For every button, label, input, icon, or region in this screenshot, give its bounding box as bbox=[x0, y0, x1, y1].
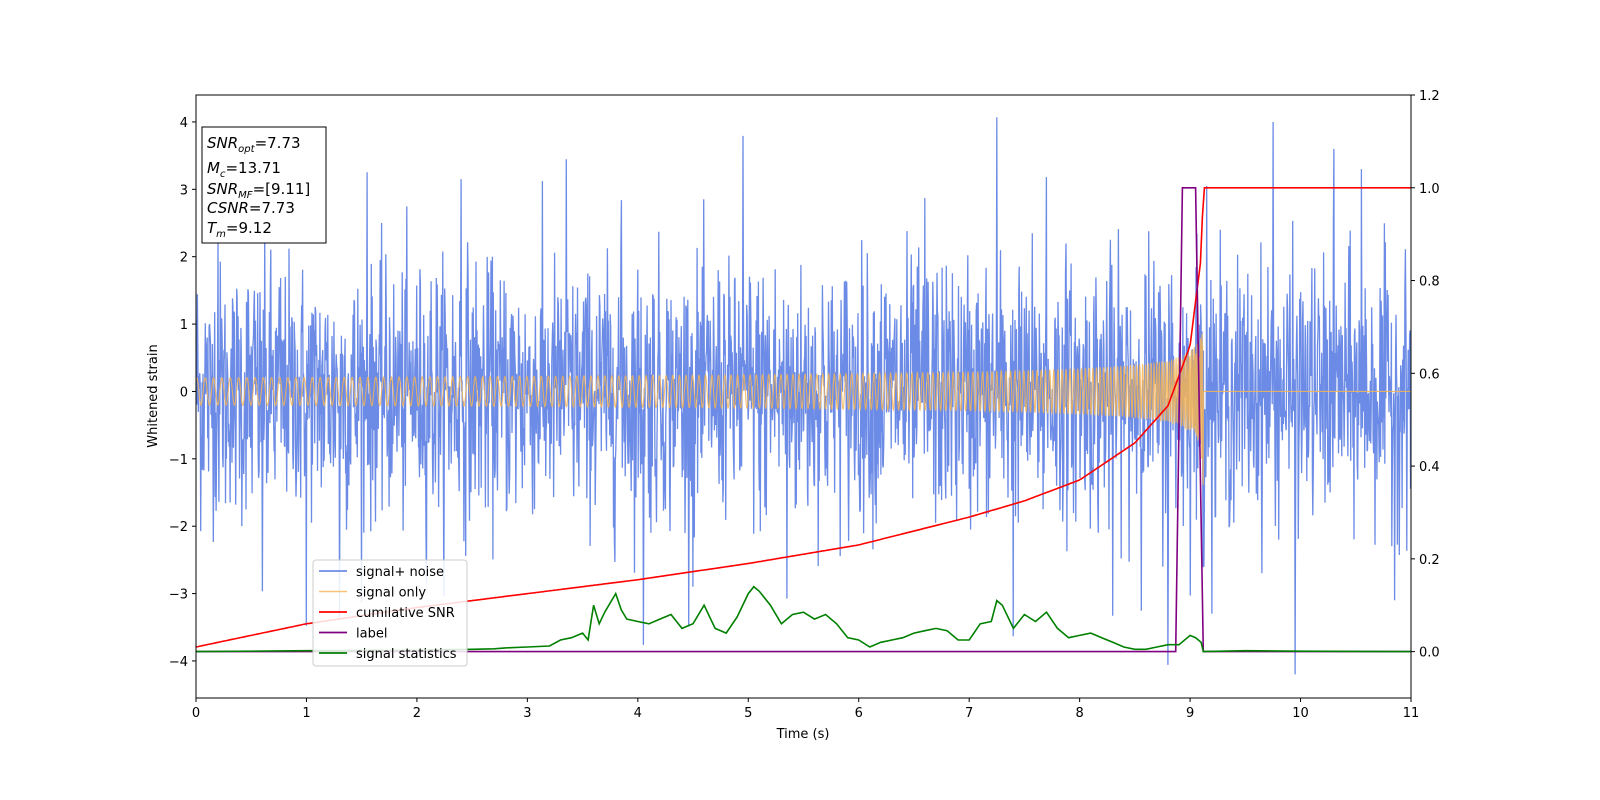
series-line-signal-statistics bbox=[196, 585, 1411, 653]
series-line-signal-only bbox=[196, 333, 1411, 485]
x-tick-label: 4 bbox=[634, 706, 642, 721]
x-tick-label: 8 bbox=[1075, 706, 1083, 721]
x-tick-label: 10 bbox=[1292, 706, 1309, 721]
x-tick-label: 6 bbox=[855, 706, 863, 721]
x-tick-label: 11 bbox=[1403, 706, 1420, 721]
y-right-tick-label: 1.2 bbox=[1419, 89, 1440, 104]
x-axis-label: Time (s) bbox=[776, 727, 830, 742]
y-axis-label: Whitened strain bbox=[146, 344, 161, 447]
y-right-tick-label: 0.4 bbox=[1419, 460, 1440, 475]
legend-label: signal+ noise bbox=[356, 565, 444, 580]
y-left-tick-label: 4 bbox=[180, 116, 188, 131]
y-right-tick-label: 0.0 bbox=[1419, 646, 1440, 661]
y-left-tick-label: −3 bbox=[169, 588, 188, 603]
y-right-tick-label: 1.0 bbox=[1419, 182, 1440, 197]
axis-ticks: 0 1 2 3 4 5 6 7 8 9 10 1143210−1−2−3−41.21.00.80.60… bbox=[169, 89, 1440, 721]
x-tick-label: 0 bbox=[192, 706, 200, 721]
x-tick-label: 7 bbox=[965, 706, 973, 721]
x-tick-label: 2 bbox=[413, 706, 421, 721]
legend-frame bbox=[312, 559, 468, 667]
annotation-line: CSNR=7.73 bbox=[207, 199, 295, 217]
legend-label: signal only bbox=[356, 586, 426, 601]
x-tick-label: 5 bbox=[744, 706, 752, 721]
y-left-tick-label: 0 bbox=[180, 385, 188, 400]
y-left-tick-label: −4 bbox=[169, 655, 188, 670]
y-left-tick-label: 3 bbox=[180, 183, 188, 198]
y-left-tick-label: −1 bbox=[169, 453, 188, 468]
y-left-tick-label: 1 bbox=[180, 318, 188, 333]
y-right-tick-label: 0.2 bbox=[1419, 553, 1440, 568]
legend-label: cumilative SNR bbox=[356, 606, 455, 621]
annotation-line: Tm=9.12 bbox=[207, 219, 272, 240]
y-left-tick-label: 2 bbox=[180, 251, 188, 266]
annotation-box: SNRopt=7.73 Mc=13.71SNRMF=[9.11]CSNR=7.73… bbox=[201, 126, 327, 244]
y-left-tick-label: −2 bbox=[169, 520, 188, 535]
annotation-line: SNRopt=7.73 bbox=[207, 134, 301, 155]
annotation-line: Mc=13.71 bbox=[207, 159, 281, 180]
annotation-line: SNRMF=[9.11] bbox=[207, 180, 310, 201]
x-tick-label: 1 bbox=[302, 706, 310, 721]
series-line-signal-noise bbox=[196, 117, 1411, 675]
legend: signal+ noise signal only cumilative SNR la… bbox=[312, 559, 468, 667]
y-right-tick-label: 0.8 bbox=[1419, 275, 1440, 290]
legend-label: signal statistics bbox=[356, 647, 457, 662]
axes-frame bbox=[195, 94, 1412, 699]
x-tick-label: 3 bbox=[523, 706, 531, 721]
y-right-tick-label: 0.6 bbox=[1419, 367, 1440, 382]
legend-label: label bbox=[356, 627, 387, 642]
annotation-frame bbox=[201, 126, 327, 244]
x-tick-label: 9 bbox=[1186, 706, 1194, 721]
